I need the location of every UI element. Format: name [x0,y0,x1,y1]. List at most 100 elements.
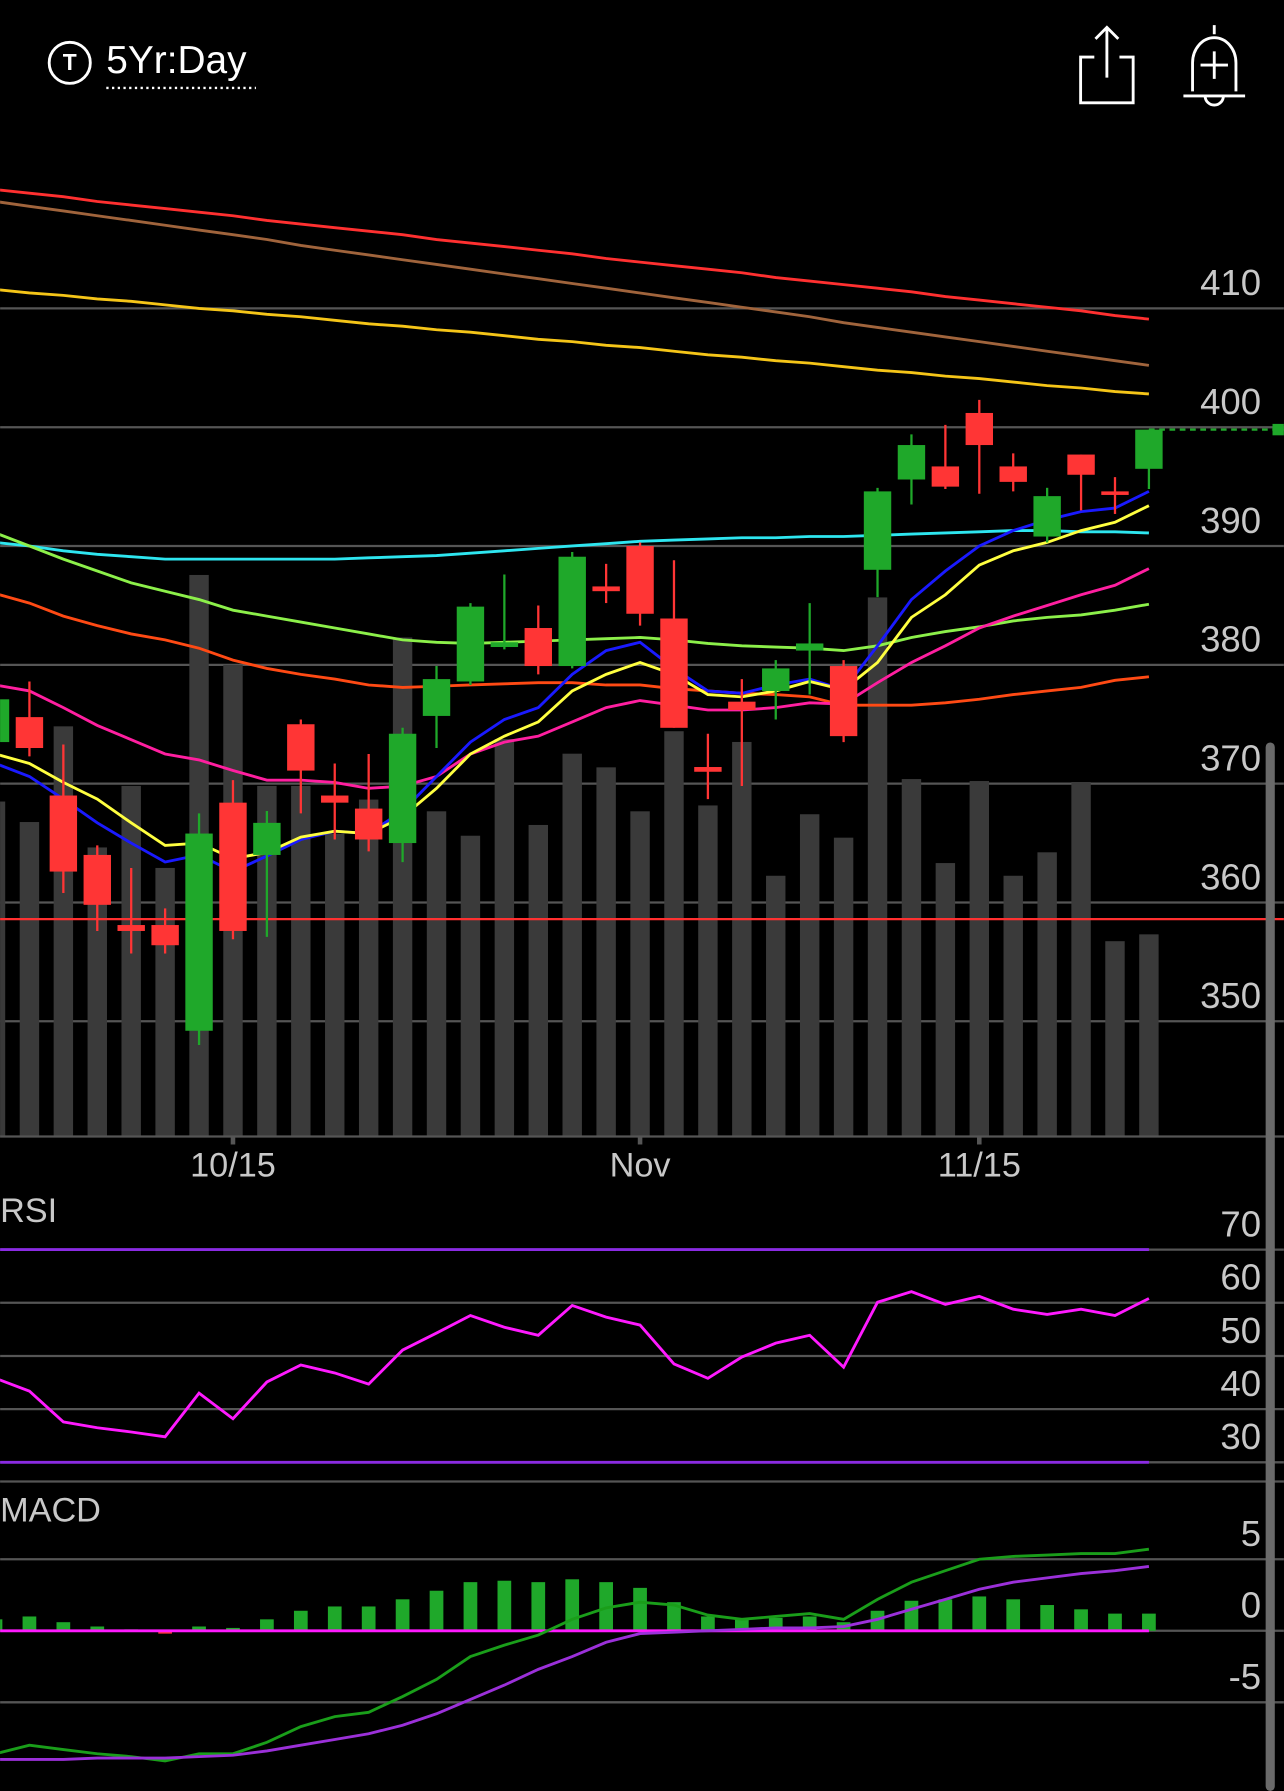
y-tick-label: 70 [1220,1203,1261,1244]
moving-average [0,567,1150,790]
volume-bar [1105,941,1125,1137]
histogram-bar [633,1587,647,1631]
histogram-bar [1142,1613,1156,1631]
histogram-bar [395,1599,410,1631]
candle-body [1033,496,1061,537]
volume-bar [257,785,277,1137]
y-tick-label: 350 [1200,975,1261,1016]
volume-bar [935,863,956,1137]
macd-line [0,1565,1150,1761]
bell-plus [1200,51,1228,79]
volume-bar [596,767,616,1137]
y-tick-label: 410 [1200,262,1261,303]
candle-body [287,724,315,771]
histogram-bar [0,1619,3,1631]
histogram-bar [1074,1609,1088,1631]
scrollbar[interactable] [1265,742,1275,1791]
share-button[interactable] [1079,25,1135,105]
y-tick-label: -5 [1229,1656,1262,1697]
candle-body [185,833,213,1031]
histogram-bar [497,1580,512,1631]
candle-body [422,679,451,716]
volume-bar [833,837,854,1137]
y-tick-label: 60 [1220,1257,1261,1298]
histogram-bar [701,1616,715,1631]
candle-body [931,466,960,487]
volume-bar [698,805,718,1137]
x-tick-label: Nov [610,1146,672,1184]
volume-bar [732,741,752,1137]
y-tick-label: 0 [1241,1585,1261,1626]
range-selector[interactable]: T 5Yr:Day [47,39,256,90]
histogram-bar [158,1630,172,1634]
histogram-bar [192,1626,206,1631]
price-marker [1272,423,1284,436]
range-icon [47,40,92,85]
volume-bar [19,822,40,1137]
candle-body [1135,429,1163,469]
histogram-bar [1108,1613,1122,1631]
histogram-bar [429,1590,444,1631]
candle-body [253,822,281,855]
histogram-bar [260,1619,274,1631]
histogram-bar [667,1602,681,1631]
histogram-bar [1040,1605,1054,1631]
candle-body [354,808,383,840]
candle-body [0,699,10,743]
volume-bar [325,833,345,1137]
candle-body [388,733,417,844]
volume-bar [155,867,175,1137]
panel-title: RSI [0,1192,57,1230]
y-tick-label: 400 [1200,381,1261,422]
candle-body [83,854,111,905]
histogram-bar [293,1610,308,1631]
volume-bar [1071,782,1091,1137]
moving-average [0,288,1150,396]
moving-average [0,529,1149,561]
candle-body [660,618,688,728]
histogram-bar [226,1627,240,1631]
candle-body [558,556,586,667]
candle-body [15,717,44,749]
volume-bar [460,835,481,1137]
candle-body [219,802,247,931]
candle-body [151,925,179,946]
moving-average [0,188,1150,321]
volume-bar [901,779,922,1137]
histogram-bar [361,1606,376,1631]
candle-body [321,795,349,803]
header-title: 5Yr:Day [106,39,247,82]
candle-body [524,628,552,667]
candle-body [762,668,790,691]
candle-body [999,466,1027,482]
volume-bar [392,637,413,1137]
candle-body [626,546,654,614]
candle-body [49,795,78,872]
histogram-bar [22,1616,37,1631]
volume-bar [528,824,548,1137]
alert-button[interactable] [1183,25,1246,107]
x-tick-label: 10/15 [190,1146,276,1184]
candle-body [795,643,824,651]
candle-body [829,666,858,737]
volume-bar [358,799,379,1137]
volume-bar [766,875,786,1137]
volume-bar [291,785,311,1137]
volume-bar [426,811,447,1137]
candle-body [728,701,756,710]
candle-body [592,586,620,592]
range-icon-letter: T [63,49,77,75]
volume-bar [494,739,515,1137]
candle-body [117,925,145,931]
histogram-bar [531,1582,546,1631]
histogram-bar [90,1626,105,1631]
volume-bar [1139,934,1159,1137]
rsi-line [0,1290,1150,1439]
histogram-bar [327,1606,342,1631]
candle-body [490,642,519,648]
histogram-bar [734,1619,749,1631]
volume-bar [969,781,990,1137]
histogram-bar [1006,1599,1021,1631]
